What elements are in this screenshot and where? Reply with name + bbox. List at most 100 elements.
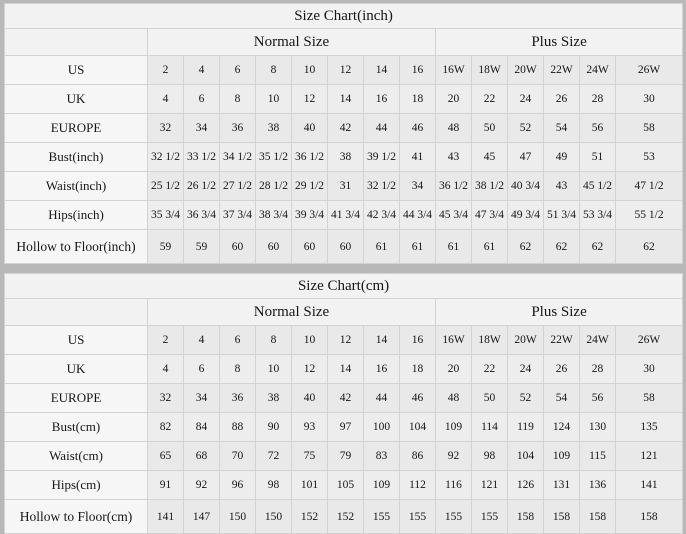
table-cell: 91 xyxy=(147,470,184,500)
row-label: Bust(inch) xyxy=(4,142,148,172)
table-cell: 58 xyxy=(614,383,684,413)
title-row: Size Chart(inch) xyxy=(3,3,684,29)
table-cell: 83 xyxy=(363,441,400,471)
table-cell: 4 xyxy=(147,84,184,114)
table-cell: 4 xyxy=(147,354,184,384)
table-cell: 36 xyxy=(219,113,256,143)
table-cell: 136 xyxy=(579,470,616,500)
table-cell: 75 xyxy=(291,441,328,471)
table-row: Bust(inch) 32 1/2 33 1/2 34 1/2 35 1/2 36 1/2… xyxy=(4,142,684,172)
table-cell: 158 xyxy=(579,499,616,534)
table-cell: 40 3/4 xyxy=(507,171,544,201)
table-cell: 62 xyxy=(507,229,544,264)
table-cell: 44 xyxy=(363,383,400,413)
group-header-plus-size: Plus Size xyxy=(434,298,684,326)
table-cell: 52 xyxy=(507,383,544,413)
table-cell: 30 xyxy=(614,354,684,384)
table-cell: 68 xyxy=(183,441,220,471)
table-cell: 18W xyxy=(471,325,508,355)
chart-title: Size Chart(inch) xyxy=(3,3,684,29)
table-cell: 82 xyxy=(147,412,184,442)
table-cell: 10 xyxy=(255,84,292,114)
table-cell: 55 1/2 xyxy=(614,200,684,230)
table-cell: 45 xyxy=(471,142,508,172)
table-row: Waist(cm) 65 68 70 72 75 79 83 86 92 98 104 109 115 12… xyxy=(4,441,684,471)
table-cell: 90 xyxy=(255,412,292,442)
table-cell: 25 1/2 xyxy=(147,171,184,201)
table-cell: 92 xyxy=(183,470,220,500)
table-cell: 61 xyxy=(399,229,436,264)
table-cell: 34 xyxy=(183,113,220,143)
table-row: UK 4 6 8 10 12 14 16 18 20 22 24 26 28 30 xyxy=(4,84,684,114)
table-cell: 155 xyxy=(363,499,400,534)
table-cell: 115 xyxy=(579,441,616,471)
table-cell: 22W xyxy=(543,55,580,85)
row-label: Hips(cm) xyxy=(4,470,148,500)
table-cell: 152 xyxy=(291,499,328,534)
table-cell: 58 xyxy=(614,113,684,143)
row-label: Bust(cm) xyxy=(4,412,148,442)
table-cell: 109 xyxy=(435,412,472,442)
size-chart-cm: Size Chart(cm) Normal Size Plus Size US 2 4 6 8… xyxy=(3,273,684,534)
table-cell: 158 xyxy=(614,499,684,534)
table-cell: 38 xyxy=(327,142,364,172)
table-cell: 26 xyxy=(543,84,580,114)
table-row: Bust(cm) 82 84 88 90 93 97 100 104 109 114 119 124 13… xyxy=(4,412,684,442)
table-cell: 6 xyxy=(183,84,220,114)
table-cell: 8 xyxy=(219,354,256,384)
table-cell: 14 xyxy=(363,325,400,355)
table-cell: 12 xyxy=(291,354,328,384)
table-row: Hollow to Floor(cm) 141 147 150 150 152 152 155… xyxy=(4,499,684,534)
table-cell: 155 xyxy=(471,499,508,534)
table-cell: 96 xyxy=(219,470,256,500)
table-row: US 2 4 6 8 10 12 14 16 16W 18W 20W 22W 24W 26W xyxy=(4,325,684,355)
table-cell: 101 xyxy=(291,470,328,500)
table-cell: 56 xyxy=(579,113,616,143)
chart-title: Size Chart(cm) xyxy=(3,273,684,299)
table-cell: 86 xyxy=(399,441,436,471)
table-cell: 147 xyxy=(183,499,220,534)
table-cell: 38 xyxy=(255,113,292,143)
table-cell: 20 xyxy=(435,84,472,114)
table-cell: 150 xyxy=(255,499,292,534)
size-table: Size Chart(cm) Normal Size Plus Size US 2 4 6 8… xyxy=(3,273,684,534)
table-cell: 104 xyxy=(399,412,436,442)
table-cell: 33 1/2 xyxy=(183,142,220,172)
table-row: Waist(inch) 25 1/2 26 1/2 27 1/2 28 1/2 29 1/… xyxy=(4,171,684,201)
table-cell: 44 xyxy=(363,113,400,143)
table-cell: 98 xyxy=(255,470,292,500)
table-row: Hollow to Floor(inch) 59 59 60 60 60 60 61 61 61 6… xyxy=(4,229,684,264)
table-cell: 45 1/2 xyxy=(579,171,616,201)
table-cell: 35 3/4 xyxy=(147,200,184,230)
table-cell: 54 xyxy=(543,113,580,143)
table-cell: 39 3/4 xyxy=(291,200,328,230)
table-cell: 10 xyxy=(291,55,328,85)
table-cell: 141 xyxy=(614,470,684,500)
table-cell: 24 xyxy=(507,84,544,114)
table-cell: 97 xyxy=(327,412,364,442)
table-cell: 59 xyxy=(147,229,184,264)
table-cell: 34 xyxy=(183,383,220,413)
table-cell: 92 xyxy=(435,441,472,471)
table-cell: 124 xyxy=(543,412,580,442)
table-row: EUROPE 32 34 36 38 40 42 44 46 48 50 52 54 56 58 xyxy=(4,113,684,143)
row-label: Hollow to Floor(cm) xyxy=(4,499,148,534)
row-label: EUROPE xyxy=(4,113,148,143)
table-cell: 10 xyxy=(291,325,328,355)
table-cell: 53 3/4 xyxy=(579,200,616,230)
table-cell: 24 xyxy=(507,354,544,384)
table-cell: 6 xyxy=(219,55,256,85)
table-cell: 158 xyxy=(543,499,580,534)
table-cell: 8 xyxy=(255,325,292,355)
table-cell: 155 xyxy=(435,499,472,534)
table-cell: 93 xyxy=(291,412,328,442)
table-cell: 43 xyxy=(435,142,472,172)
table-cell: 50 xyxy=(471,383,508,413)
table-cell: 38 xyxy=(255,383,292,413)
table-cell: 35 1/2 xyxy=(255,142,292,172)
table-cell: 61 xyxy=(363,229,400,264)
table-cell: 130 xyxy=(579,412,616,442)
table-cell: 24W xyxy=(579,55,616,85)
table-cell: 42 xyxy=(327,383,364,413)
